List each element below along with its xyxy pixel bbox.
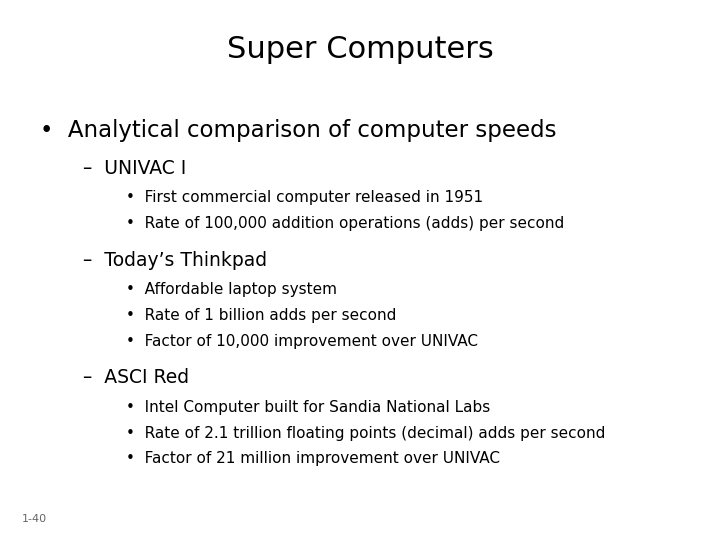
Text: •  Intel Computer built for Sandia National Labs: • Intel Computer built for Sandia Nation… [126, 400, 490, 415]
Text: Super Computers: Super Computers [227, 35, 493, 64]
Text: –  Today’s Thinkpad: – Today’s Thinkpad [83, 251, 267, 270]
Text: •  Rate of 100,000 addition operations (adds) per second: • Rate of 100,000 addition operations (a… [126, 216, 564, 231]
Text: –  ASCI Red: – ASCI Red [83, 368, 189, 387]
Text: •  Factor of 10,000 improvement over UNIVAC: • Factor of 10,000 improvement over UNIV… [126, 334, 478, 349]
Text: •  Factor of 21 million improvement over UNIVAC: • Factor of 21 million improvement over … [126, 451, 500, 467]
Text: •  Rate of 2.1 trillion floating points (decimal) adds per second: • Rate of 2.1 trillion floating points (… [126, 426, 606, 441]
Text: •  Rate of 1 billion adds per second: • Rate of 1 billion adds per second [126, 308, 397, 323]
Text: 1-40: 1-40 [22, 514, 47, 524]
Text: •  Affordable laptop system: • Affordable laptop system [126, 282, 337, 297]
Text: •  First commercial computer released in 1951: • First commercial computer released in … [126, 190, 483, 205]
Text: –  UNIVAC I: – UNIVAC I [83, 159, 186, 178]
Text: •  Analytical comparison of computer speeds: • Analytical comparison of computer spee… [40, 119, 556, 142]
